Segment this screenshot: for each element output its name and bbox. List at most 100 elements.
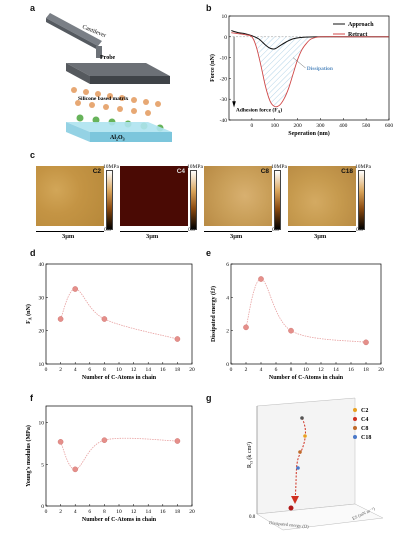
data-point xyxy=(258,276,264,282)
y-tick-label: -40 xyxy=(220,118,228,124)
adhesion-force-chart: 0 2 4 6 8 10 12 14 16 18 20 10 20 30 40 Number of C-Ato… xyxy=(25,262,195,381)
legend-entry: Approach xyxy=(348,22,374,28)
series-line xyxy=(60,288,178,340)
data-point xyxy=(243,324,249,331)
x-tick-label: 8 xyxy=(103,367,106,373)
dissipation-label: Dissipation xyxy=(307,66,333,72)
x-tick-label: 6 xyxy=(88,367,91,373)
x-tick-label: 400 xyxy=(339,123,348,129)
modulus-map-c8: C8 xyxy=(204,166,272,226)
adhesion-label: Adhesion force (FA) xyxy=(236,107,283,114)
x-tick-label: 10 xyxy=(116,509,122,515)
x-axis-label: Dissipated energy (fJ) xyxy=(269,520,309,529)
x-tick-label: 600 xyxy=(385,123,394,129)
plot-frame xyxy=(228,15,390,121)
panel-label-d: d xyxy=(30,248,36,258)
annotation-pointer xyxy=(292,57,306,69)
legend-entry: C2 xyxy=(361,408,368,414)
colorbar-max: 10MPa xyxy=(271,164,287,170)
y-tick-label: -30 xyxy=(220,97,228,103)
cantilever-beam xyxy=(46,13,102,46)
y-tick-label: 10 xyxy=(39,421,45,427)
colorbar-max: 10MPa xyxy=(355,164,371,170)
x-tick-label: 10 xyxy=(116,367,122,373)
scale-bar xyxy=(120,231,188,232)
modulus-map-c18: C18 xyxy=(288,166,356,226)
y-axis-label: Force (nN) xyxy=(209,54,216,82)
x-tick-label: 16 xyxy=(160,367,166,373)
trajectory-line xyxy=(294,417,306,501)
data-point xyxy=(72,286,79,292)
colorbar xyxy=(358,170,365,230)
series-line xyxy=(245,278,367,343)
scale-bar xyxy=(288,231,356,232)
legend: C2 C4 C8 C18 xyxy=(353,408,371,441)
x-tick-label: 12 xyxy=(131,509,137,515)
x-tick-label: 0 xyxy=(250,123,253,129)
x-tick-label: 0 xyxy=(45,509,48,515)
data-point xyxy=(174,438,181,444)
x-tick-label: 16 xyxy=(348,367,354,373)
x-tick-label: 4 xyxy=(260,367,263,373)
data-point xyxy=(303,434,307,438)
data-point xyxy=(288,505,294,511)
legend-entry: C18 xyxy=(361,435,371,441)
probe-label: Probe xyxy=(100,55,116,61)
x-tick-label: 2 xyxy=(245,367,248,373)
data-point xyxy=(296,466,300,470)
colorbar-min: 0.0 xyxy=(188,227,195,233)
x-tick-label: 2 xyxy=(59,509,62,515)
legend-entry: Retract xyxy=(348,32,367,38)
map-title: C18 xyxy=(341,168,353,175)
data-point xyxy=(72,466,79,473)
panel-label-b: b xyxy=(206,3,212,13)
z-axis-zero: 0.0 xyxy=(249,515,256,520)
y-tick-label: 6 xyxy=(226,262,229,268)
x-tick-label: 18 xyxy=(175,509,181,515)
x-tick-label: 20 xyxy=(189,509,195,515)
panel-label-f: f xyxy=(30,393,33,403)
map-title: C2 xyxy=(92,168,101,175)
colorbar-max: 10MPa xyxy=(187,164,203,170)
retract-line xyxy=(231,32,389,108)
y-axis-label: FA (nN) xyxy=(25,304,33,324)
dissipation-area xyxy=(251,36,312,107)
y-tick-label: 30 xyxy=(39,295,45,301)
x-tick-label: 300 xyxy=(316,123,325,129)
x-tick-label: 12 xyxy=(131,367,137,373)
x-tick-label: 10 xyxy=(303,367,309,373)
panel-label-a: a xyxy=(30,3,36,13)
y-tick-label: -10 xyxy=(220,56,228,62)
x-tick-label: 0 xyxy=(45,367,48,373)
x-tick-label: 6 xyxy=(275,367,278,373)
legend-entry: C4 xyxy=(361,417,368,423)
panel-label-c: c xyxy=(30,150,36,160)
data-point xyxy=(57,316,64,322)
y-tick-label: 40 xyxy=(39,262,45,268)
panel-label-e: e xyxy=(206,248,212,258)
data-point xyxy=(288,327,294,334)
z-axis-label: Rct (k cm²) xyxy=(246,442,254,468)
x-tick-label: 18 xyxy=(363,367,369,373)
y-tick-label: 20 xyxy=(39,329,45,335)
x-tick-label: 4 xyxy=(74,509,77,515)
y-tick-label: 0 xyxy=(224,35,227,41)
y-tick-label: 10 xyxy=(39,362,45,368)
map-title: C4 xyxy=(176,168,185,175)
data-point xyxy=(300,416,304,420)
data-point xyxy=(174,336,181,342)
x-tick-label: 14 xyxy=(333,367,339,373)
probe-plate xyxy=(66,63,170,76)
data-point xyxy=(101,316,108,322)
y-tick-label: 2 xyxy=(226,329,229,335)
substrate-label: Al2O3 xyxy=(110,135,125,142)
plot-frame xyxy=(230,263,382,365)
scale-bar xyxy=(204,231,272,232)
scale-bar-label: 3μm xyxy=(146,233,159,240)
adhesion-arrowhead xyxy=(232,101,236,108)
x-tick-label: 8 xyxy=(103,509,106,515)
x-tick-label: 4 xyxy=(74,367,77,373)
y-tick-label: -20 xyxy=(220,76,228,82)
data-point xyxy=(101,437,108,443)
schematic-illustration: Cantilever Probe Silicone based matrix A… xyxy=(46,13,172,142)
